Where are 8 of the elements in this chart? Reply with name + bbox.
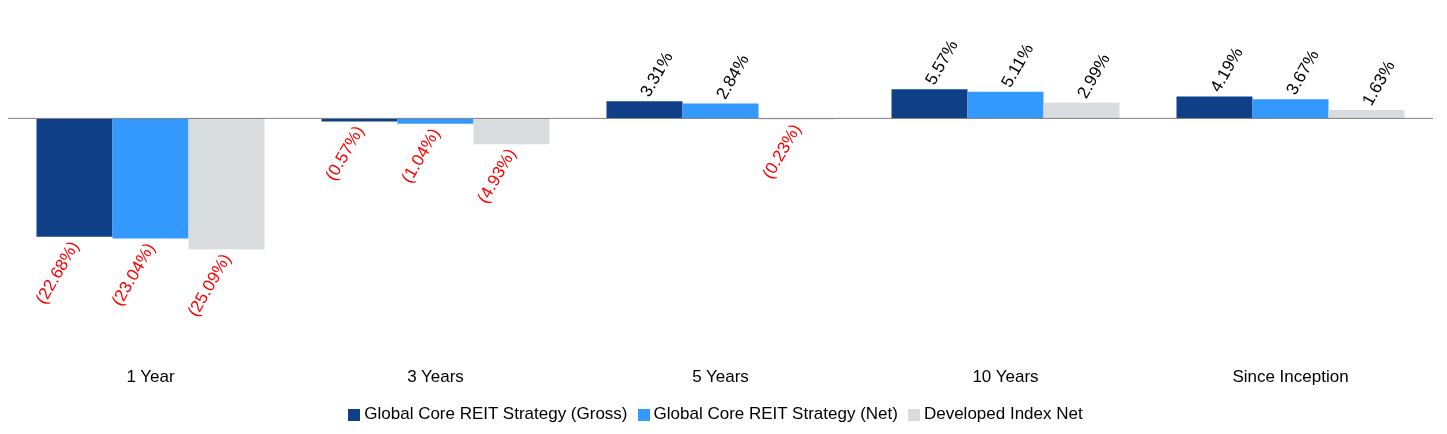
legend-label: Global Core REIT Strategy (Net): [653, 404, 898, 423]
x-tick-label: 1 Year: [126, 367, 175, 387]
x-tick-label: 5 Years: [692, 367, 749, 387]
x-tick-label: Since Inception: [1232, 367, 1349, 387]
x-tick-label: 3 Years: [407, 367, 464, 387]
legend-label: Developed Index Net: [923, 404, 1083, 423]
x-tick-label: 10 Years: [972, 367, 1039, 387]
legend-label: Global Core REIT Strategy (Gross): [364, 404, 628, 423]
